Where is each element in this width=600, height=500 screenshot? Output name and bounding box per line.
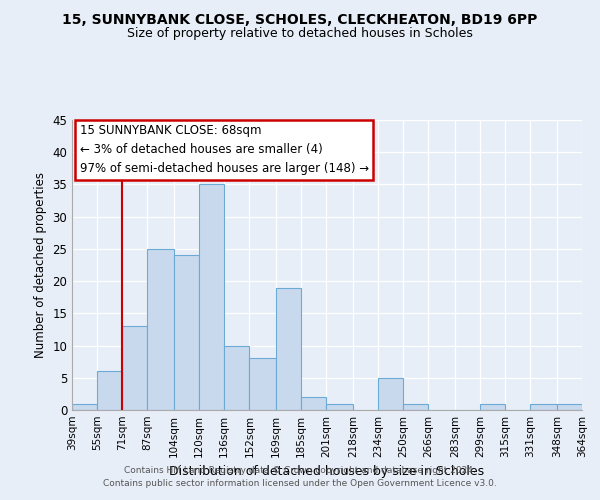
Bar <box>326 404 353 410</box>
Bar <box>199 184 224 410</box>
Bar <box>224 346 250 410</box>
Bar <box>250 358 276 410</box>
Text: Contains HM Land Registry data © Crown copyright and database right 2024.
Contai: Contains HM Land Registry data © Crown c… <box>103 466 497 487</box>
Bar <box>174 256 199 410</box>
Y-axis label: Number of detached properties: Number of detached properties <box>34 172 47 358</box>
Bar <box>276 288 301 410</box>
X-axis label: Distribution of detached houses by size in Scholes: Distribution of detached houses by size … <box>169 466 485 478</box>
Bar <box>530 404 557 410</box>
Bar <box>122 326 148 410</box>
Bar <box>97 372 122 410</box>
Bar <box>480 404 505 410</box>
Text: 15, SUNNYBANK CLOSE, SCHOLES, CLECKHEATON, BD19 6PP: 15, SUNNYBANK CLOSE, SCHOLES, CLECKHEATO… <box>62 12 538 26</box>
Text: Size of property relative to detached houses in Scholes: Size of property relative to detached ho… <box>127 28 473 40</box>
Bar <box>72 404 97 410</box>
Bar <box>148 249 174 410</box>
Bar <box>301 397 326 410</box>
Bar <box>557 404 582 410</box>
Text: 15 SUNNYBANK CLOSE: 68sqm
← 3% of detached houses are smaller (4)
97% of semi-de: 15 SUNNYBANK CLOSE: 68sqm ← 3% of detach… <box>80 124 369 176</box>
Bar <box>378 378 403 410</box>
Bar <box>403 404 428 410</box>
